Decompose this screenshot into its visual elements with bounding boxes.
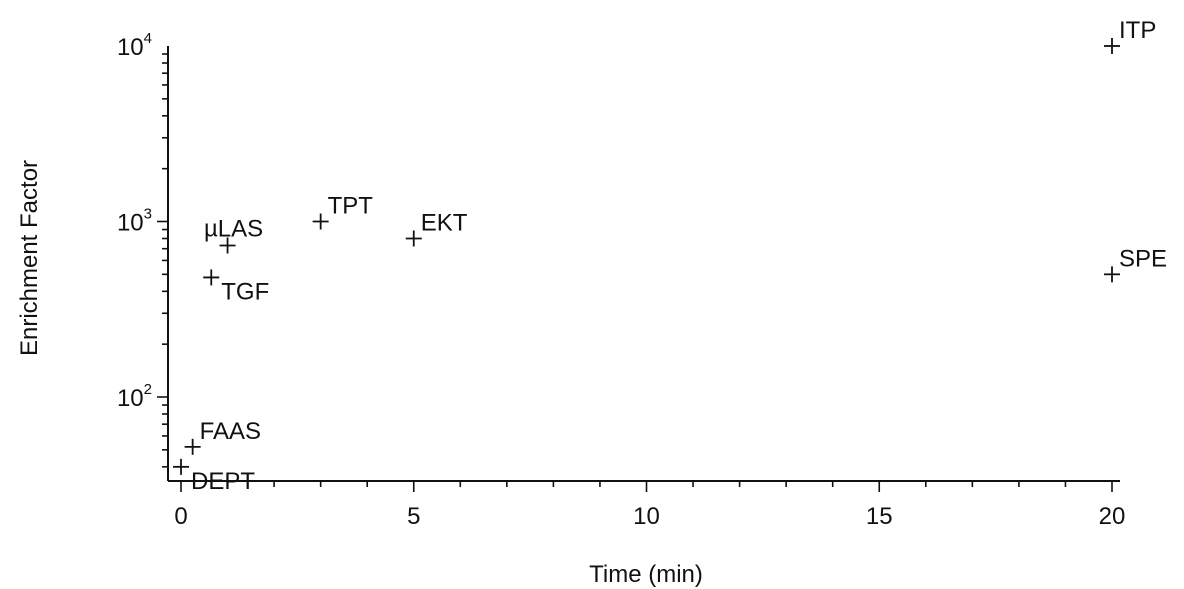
x-tick-label: 5 xyxy=(407,503,420,530)
point-label: TPT xyxy=(328,193,374,220)
y-axis-title: Enrichment Factor xyxy=(16,160,43,356)
x-tick-label: 10 xyxy=(633,503,660,530)
y-tick-label: 104 xyxy=(117,30,152,61)
point-label: TGF xyxy=(221,278,269,305)
axes xyxy=(167,46,1120,482)
point-label: ITP xyxy=(1119,17,1156,44)
point-label: EKT xyxy=(421,210,468,237)
data-point: FAAS xyxy=(184,418,261,455)
point-label: DEPT xyxy=(191,468,255,495)
x-tick-label: 20 xyxy=(1099,503,1126,530)
y-ticks: 102 103 104 xyxy=(117,30,168,468)
data-point: ITP xyxy=(1104,17,1156,54)
data-point: TPT xyxy=(312,193,374,230)
data-point: DEPT xyxy=(173,458,255,495)
data-points: ITP µLAS TPT EKT TGF SPE FAAS DEPT xyxy=(173,17,1167,495)
y-tick-label: 102 xyxy=(117,381,152,412)
x-axis-title: Time (min) xyxy=(589,561,703,588)
data-point: SPE xyxy=(1104,245,1167,283)
x-tick-label: 0 xyxy=(174,503,187,530)
y-tick-label: 103 xyxy=(117,206,152,237)
point-label: FAAS xyxy=(200,418,261,445)
x-ticks: 0 5 10 15 20 xyxy=(174,481,1125,530)
point-label: µLAS xyxy=(204,215,263,242)
x-tick-label: 15 xyxy=(866,503,893,530)
data-point: TGF xyxy=(203,269,269,305)
point-label: SPE xyxy=(1119,245,1167,272)
data-point: µLAS xyxy=(204,215,263,254)
data-point: EKT xyxy=(405,210,468,247)
